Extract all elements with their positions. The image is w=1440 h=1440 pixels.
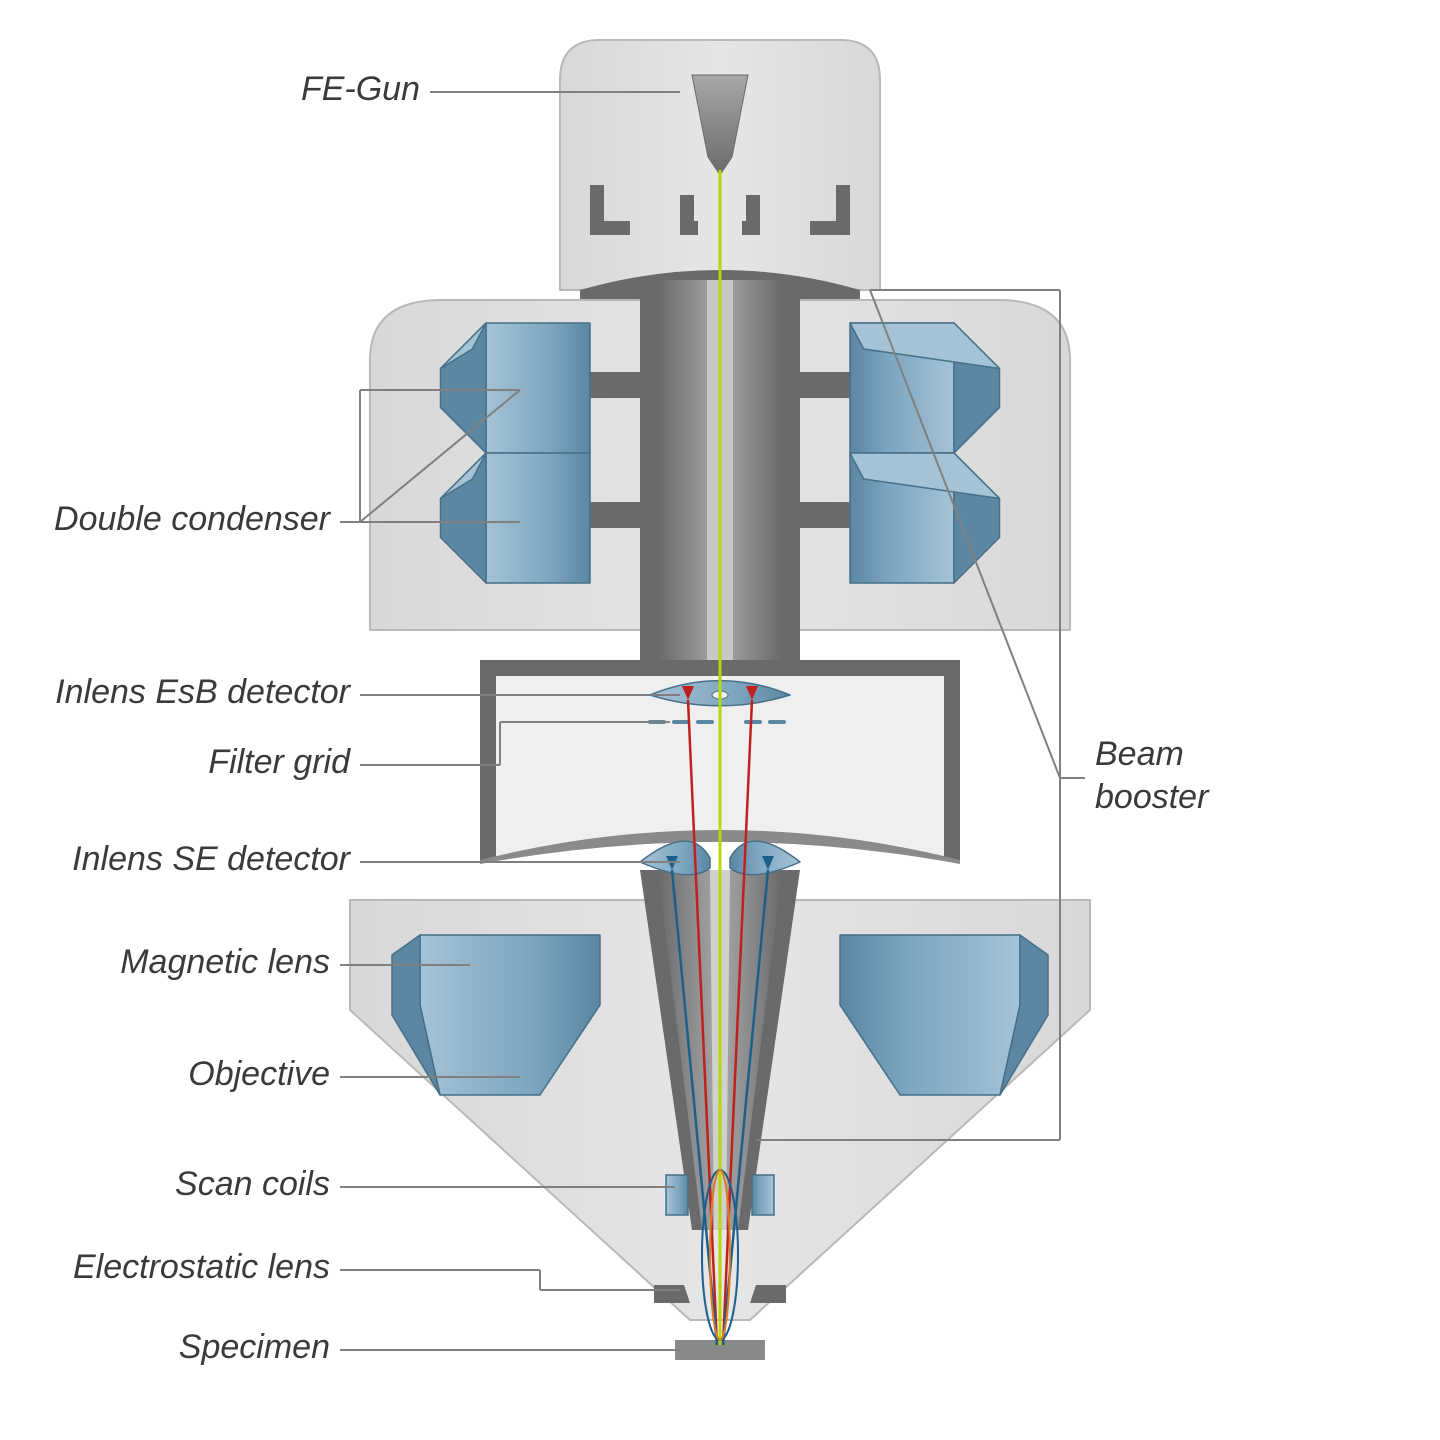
label: Double condenser (54, 500, 332, 538)
label: Inlens SE detector (72, 840, 352, 878)
label: Objective (188, 1055, 330, 1093)
label: Inlens EsB detector (55, 673, 352, 711)
label: Filter grid (208, 743, 351, 781)
label: Beam (1095, 735, 1184, 773)
label: Scan coils (175, 1165, 330, 1203)
label: Magnetic lens (120, 943, 330, 981)
label: booster (1095, 778, 1210, 816)
label: Electrostatic lens (73, 1248, 330, 1286)
sem-column-diagram: FE-Gun Double condenser Inlens EsB detecto… (0, 0, 1440, 1440)
label: FE-Gun (301, 70, 420, 108)
label: Specimen (179, 1328, 330, 1366)
